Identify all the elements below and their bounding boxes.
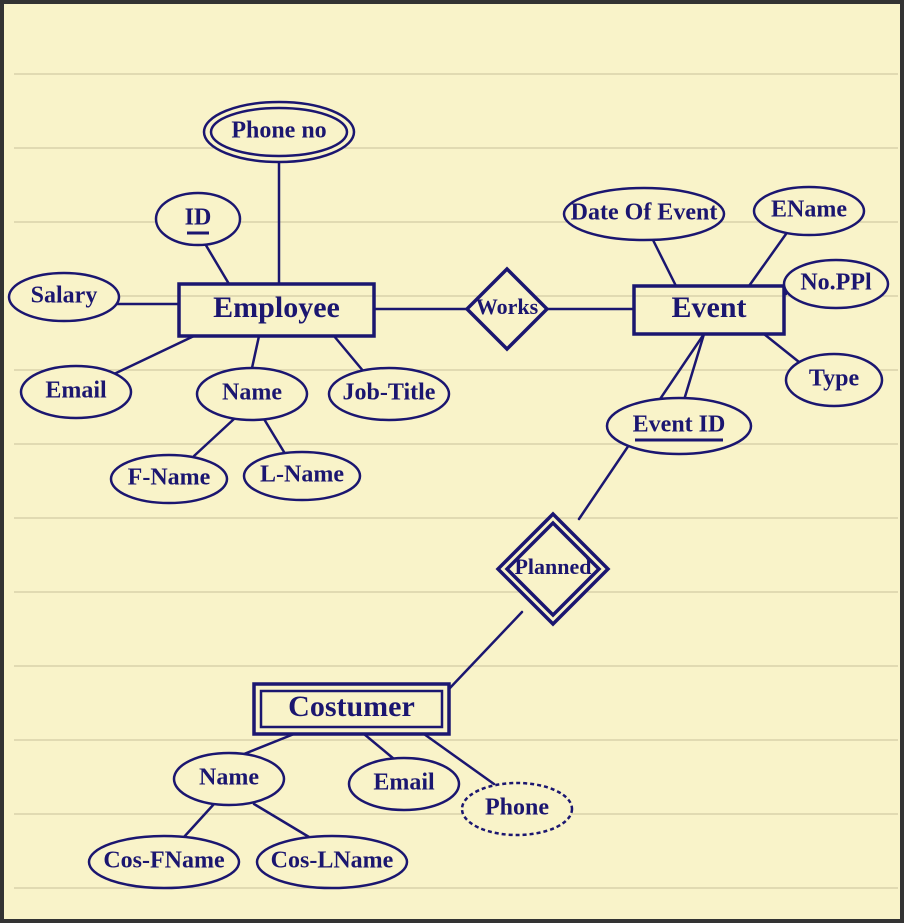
- er-diagram-canvas: { "canvas":{"width":904,"height":923,"ba…: [0, 0, 904, 923]
- attribute-cust_email: Email: [349, 758, 459, 810]
- attribute-dateofevent: Date Of Event: [564, 188, 724, 240]
- attribute-label-ename: EName: [771, 197, 847, 223]
- attribute-fname: F-Name: [111, 455, 227, 503]
- attribute-label-emp_name: Name: [222, 380, 282, 406]
- relationship-label-works: Works: [476, 294, 539, 319]
- attribute-label-lname: L-Name: [260, 462, 344, 488]
- attribute-label-cust_name: Name: [199, 765, 259, 791]
- attribute-label-phoneno: Phone no: [231, 118, 326, 144]
- attribute-emp_email: Email: [21, 366, 131, 418]
- attribute-salary: Salary: [9, 273, 119, 321]
- attribute-label-salary: Salary: [31, 283, 98, 309]
- attribute-eventid: Event ID: [607, 398, 751, 454]
- attribute-cos_fname: Cos-FName: [89, 836, 239, 888]
- entity-label-event: Event: [672, 291, 747, 324]
- attribute-label-fname: F-Name: [128, 465, 211, 491]
- attribute-label-noppl: No.PPl: [800, 270, 872, 296]
- entity-customer: Costumer: [254, 684, 449, 734]
- diagram-svg: Employee Event Costumer Works Planned Phone n…: [4, 4, 904, 923]
- relationship-label-planned: Planned: [514, 554, 591, 579]
- attribute-phoneno: Phone no: [204, 102, 354, 162]
- entity-label-employee: Employee: [213, 291, 340, 324]
- attribute-lname: L-Name: [244, 452, 360, 500]
- attribute-label-cust_email: Email: [373, 770, 435, 796]
- attribute-emp_name: Name: [197, 368, 307, 420]
- attribute-type: Type: [786, 354, 882, 406]
- attribute-label-jobtitle: Job-Title: [343, 380, 436, 406]
- entity-label-customer: Costumer: [288, 690, 415, 723]
- attribute-label-cos_lname: Cos-LName: [271, 848, 394, 874]
- attribute-label-emp_email: Email: [45, 378, 107, 404]
- attribute-cust_name: Name: [174, 753, 284, 805]
- attribute-cos_lname: Cos-LName: [257, 836, 407, 888]
- attribute-emp_id: ID: [156, 193, 240, 245]
- attribute-label-type: Type: [809, 366, 860, 392]
- attribute-label-dateofevent: Date Of Event: [571, 200, 718, 226]
- entity-event: Event: [634, 286, 784, 334]
- attribute-label-eventid: Event ID: [633, 412, 726, 438]
- attribute-label-cos_fname: Cos-FName: [103, 848, 225, 874]
- relationship-planned: Planned: [498, 514, 608, 624]
- entity-employee: Employee: [179, 284, 374, 336]
- attribute-cust_phone: Phone: [462, 783, 572, 835]
- attribute-label-cust_phone: Phone: [485, 795, 549, 821]
- attribute-label-emp_id: ID: [185, 205, 212, 231]
- relationship-works: Works: [467, 269, 547, 349]
- attribute-noppl: No.PPl: [784, 260, 888, 308]
- attribute-jobtitle: Job-Title: [329, 368, 449, 420]
- attribute-ename: EName: [754, 187, 864, 235]
